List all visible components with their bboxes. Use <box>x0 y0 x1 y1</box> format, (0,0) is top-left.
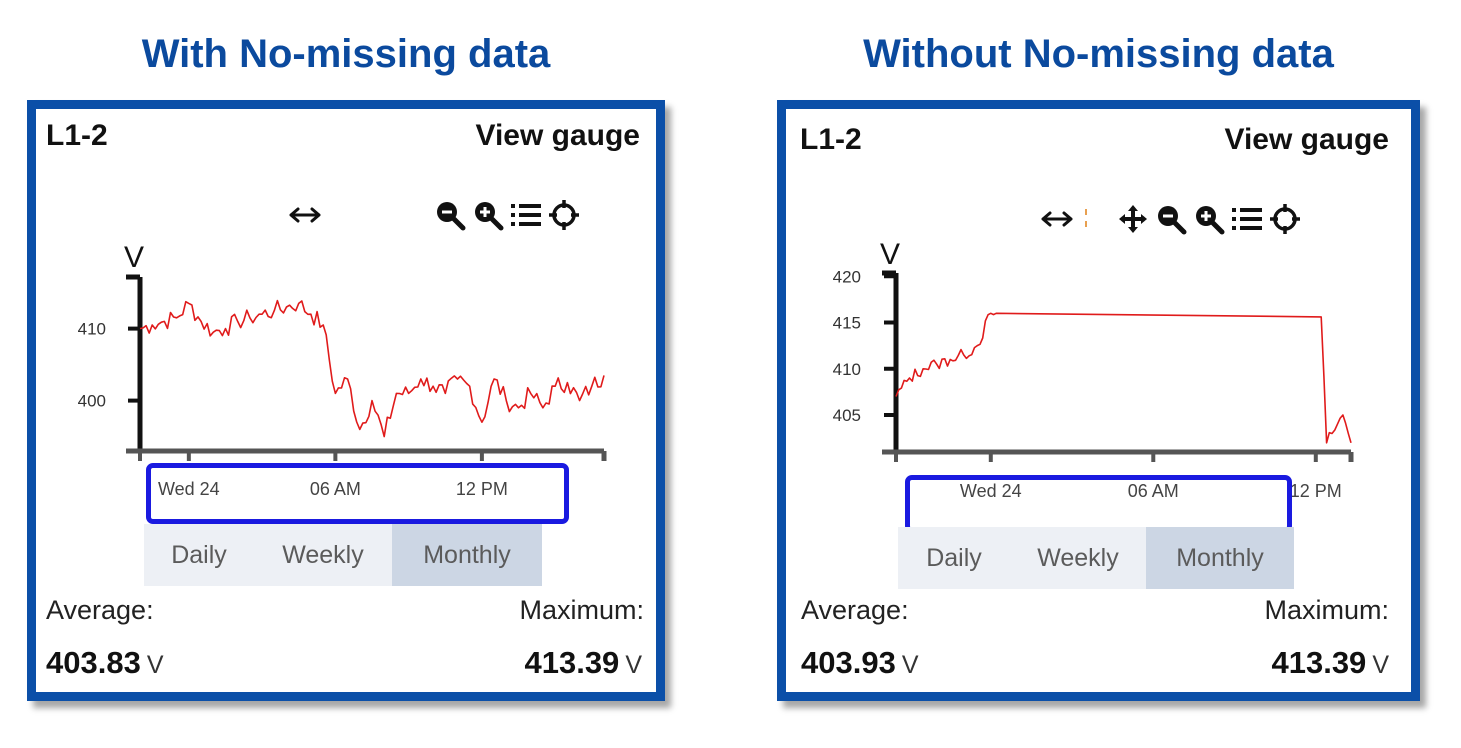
tab-monthly[interactable]: Monthly <box>392 524 542 586</box>
card-title: L1-2 <box>800 123 862 156</box>
voltage-chart: V 405 410 415 420 Wed 24 06 AM 12 PM <box>833 238 1354 501</box>
zoom-out-icon[interactable] <box>431 195 469 235</box>
x-tick-label: 12 PM <box>1290 481 1342 501</box>
tab-daily[interactable]: Daily <box>898 527 1010 589</box>
x-tick-label: 12 PM <box>456 479 508 499</box>
heading-left: With No-missing data <box>141 32 551 76</box>
x-tick-label: Wed 24 <box>158 479 220 499</box>
zoom-in-icon[interactable] <box>469 195 507 235</box>
average-unit: V <box>901 651 919 679</box>
range-tabs: Daily Weekly Monthly <box>898 527 1294 589</box>
move-icon[interactable] <box>1114 199 1152 239</box>
crosshair-icon[interactable] <box>1266 199 1304 239</box>
average-label: Average: <box>46 595 154 625</box>
y-tick-label: 410 <box>78 320 106 339</box>
zoom-in-icon[interactable] <box>1190 199 1228 239</box>
zoom-out-icon[interactable] <box>1152 199 1190 239</box>
chart-toolbar-right <box>431 195 583 235</box>
tab-weekly[interactable]: Weekly <box>254 524 392 586</box>
heading-right: Without No-missing data <box>863 32 1334 76</box>
y-tick-label: 405 <box>833 406 861 425</box>
tab-weekly[interactable]: Weekly <box>1010 527 1146 589</box>
arrows-h-icon[interactable] <box>1038 199 1076 239</box>
list-icon[interactable] <box>507 195 545 235</box>
average-number: 403.93 <box>801 645 896 680</box>
arrows-h-icon[interactable] <box>286 195 324 235</box>
maximum-value: 413.39 V <box>1271 645 1389 681</box>
voltage-chart: V 400 410 Wed 24 06 AM 12 PM <box>78 241 607 499</box>
y-tick-label: 415 <box>833 314 861 333</box>
series-line <box>895 312 1352 444</box>
x-tick-label: 06 AM <box>1128 481 1179 501</box>
maximum-number: 413.39 <box>524 645 620 680</box>
y-tick-label: 400 <box>78 392 106 411</box>
maximum-value: 413.39 V <box>524 645 642 681</box>
average-number: 403.83 <box>46 645 141 680</box>
average-label: Average: <box>801 595 909 625</box>
gauge-card-left: L1-2 View gauge V 400 410 Wed 24 06 AM 12 PM … <box>27 100 665 701</box>
tab-monthly[interactable]: Monthly <box>1146 527 1294 589</box>
maximum-unit: V <box>1372 651 1389 679</box>
average-value: 403.93 V <box>801 645 919 681</box>
x-axis-highlight <box>905 475 1292 533</box>
y-tick-label: 410 <box>833 360 861 379</box>
y-tick-label: 420 <box>833 267 861 286</box>
series-line <box>139 299 605 438</box>
tab-daily[interactable]: Daily <box>144 524 254 586</box>
separator-icon <box>1076 199 1096 239</box>
average-value: 403.83 V <box>46 645 164 681</box>
view-gauge-link[interactable]: View gauge <box>1224 123 1389 156</box>
x-tick-label: Wed 24 <box>960 481 1022 501</box>
crosshair-icon[interactable] <box>545 195 583 235</box>
maximum-number: 413.39 <box>1271 645 1367 680</box>
average-unit: V <box>146 651 164 679</box>
range-tabs: Daily Weekly Monthly <box>144 524 542 586</box>
view-gauge-link[interactable]: View gauge <box>475 119 640 152</box>
chart-toolbar <box>1038 199 1304 239</box>
maximum-unit: V <box>625 651 642 679</box>
chart-toolbar <box>286 195 324 235</box>
x-tick-label: 06 AM <box>310 479 361 499</box>
card-title: L1-2 <box>46 119 108 152</box>
list-icon[interactable] <box>1228 199 1266 239</box>
maximum-label: Maximum: <box>519 595 644 625</box>
y-axis-label: V <box>124 241 144 274</box>
x-axis-highlight <box>146 463 569 524</box>
y-axis-label: V <box>880 238 900 271</box>
gauge-card-right: L1-2 View gauge V 405 410 415 420 Wed 24 06 AM… <box>777 100 1420 701</box>
maximum-label: Maximum: <box>1264 595 1389 625</box>
